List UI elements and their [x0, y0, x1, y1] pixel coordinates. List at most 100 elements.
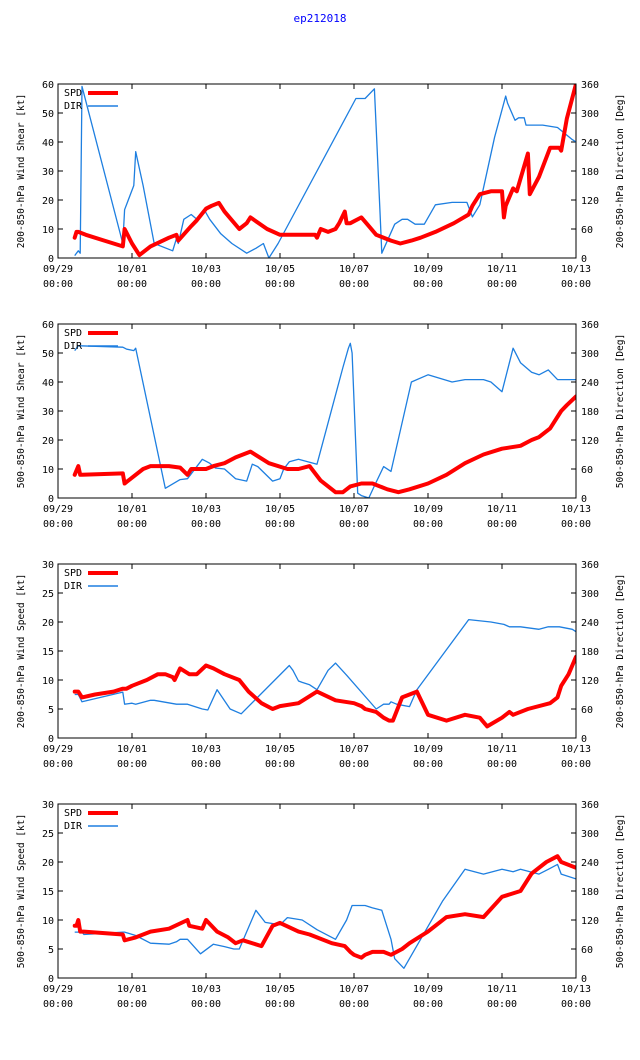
legend-label-dir: DIR [64, 101, 83, 112]
left-tick-label: 25 [42, 589, 54, 600]
plot-frame [57, 803, 577, 979]
right-tick-label: 120 [581, 436, 599, 447]
x-tick-label-date: 10/09 [413, 744, 443, 755]
y-axis-right-label: 200-850-hPa Direction [Deg] [615, 94, 626, 248]
x-tick-label-time: 00:00 [117, 519, 147, 530]
x-tick-label-time: 00:00 [413, 759, 443, 770]
x-tick-label-time: 00:00 [339, 759, 369, 770]
x-tick-label-time: 00:00 [43, 519, 73, 530]
left-tick-label: 5 [48, 705, 54, 716]
left-tick-label: 5 [48, 945, 54, 956]
y-axis-left-label: 500-850-hPa Wind Shear [kt] [16, 334, 27, 488]
right-tick-label: 60 [581, 465, 593, 476]
x-tick-label-date: 10/11 [487, 504, 517, 515]
x-tick-label-date: 10/01 [117, 264, 147, 275]
x-tick-label-time: 00:00 [339, 519, 369, 530]
left-tick-label: 60 [42, 80, 54, 91]
x-tick-label-date: 10/13 [561, 264, 591, 275]
x-tick-label-time: 00:00 [191, 519, 221, 530]
left-tick-label: 40 [42, 138, 54, 149]
legend-label-spd: SPD [64, 328, 82, 339]
left-tick-label: 0 [48, 254, 54, 265]
x-tick-label-time: 00:00 [487, 759, 517, 770]
x-tick-label-date: 10/11 [487, 264, 517, 275]
right-tick-label: 60 [581, 225, 593, 236]
dir-series-line [74, 618, 576, 715]
right-tick-label: 360 [581, 560, 599, 571]
left-tick-label: 30 [42, 167, 54, 178]
right-tick-label: 60 [581, 945, 593, 956]
right-tick-label: 120 [581, 196, 599, 207]
y-axis-right-label: 200-850-hPa Direction [Deg] [615, 574, 626, 728]
panel-2: 0 10 20 30 40 50 60 0 60 120 180 240 300 360 09/29 00:0… [16, 320, 626, 530]
right-tick-label: 180 [581, 407, 599, 418]
y-axis-left-label: 200-850-hPa Wind Speed [kt] [16, 574, 27, 728]
spd-series-line [72, 654, 576, 729]
x-tick-label-time: 00:00 [265, 759, 295, 770]
y-axis-left-label: 500-850-hPa Wind Speed [kt] [16, 814, 27, 968]
spd-series-line [72, 854, 576, 960]
left-tick-label: 20 [42, 858, 54, 869]
x-tick-label-time: 00:00 [191, 999, 221, 1010]
x-tick-label-date: 09/29 [43, 744, 73, 755]
x-tick-label-time: 00:00 [413, 999, 443, 1010]
right-tick-label: 0 [581, 974, 587, 985]
right-tick-label: 180 [581, 887, 599, 898]
right-tick-label: 0 [581, 254, 587, 265]
x-tick-label-time: 00:00 [413, 519, 443, 530]
x-tick-label-date: 10/09 [413, 264, 443, 275]
panel-1: 0 10 20 30 40 50 60 0 60 120 180 240 300 360 09/29 00:0… [16, 80, 626, 290]
x-tick-label-date: 10/07 [339, 504, 369, 515]
right-tick-label: 240 [581, 378, 599, 389]
x-tick-label-date: 10/05 [265, 504, 295, 515]
x-tick-label-date: 10/03 [191, 504, 221, 515]
x-tick-label-date: 10/09 [413, 984, 443, 995]
right-tick-label: 360 [581, 80, 599, 91]
x-tick-label-date: 10/11 [487, 984, 517, 995]
y-axis-left-label: 200-850-hPa Wind Shear [kt] [16, 94, 27, 248]
dir-series-line [74, 863, 576, 969]
x-tick-label-date: 10/09 [413, 504, 443, 515]
x-tick-label-date: 10/07 [339, 264, 369, 275]
left-tick-label: 15 [42, 647, 54, 658]
right-tick-label: 300 [581, 589, 599, 600]
right-tick-label: 180 [581, 647, 599, 658]
x-tick-label-time: 00:00 [487, 279, 517, 290]
x-tick-label-date: 10/13 [561, 744, 591, 755]
legend-label-spd: SPD [64, 88, 82, 99]
right-tick-label: 0 [581, 494, 587, 505]
x-tick-label-date: 10/05 [265, 984, 295, 995]
plot-frame [57, 83, 577, 259]
panel-4: 05101520253006012018024030036009/2900:00… [16, 800, 626, 1010]
right-tick-label: 240 [581, 858, 599, 869]
x-tick-label-date: 10/03 [191, 984, 221, 995]
left-tick-label: 0 [48, 494, 54, 505]
x-tick-label-time: 00:00 [117, 279, 147, 290]
left-tick-label: 20 [42, 196, 54, 207]
x-tick-label-time: 00:00 [117, 759, 147, 770]
x-tick-label-time: 00:00 [339, 279, 369, 290]
x-tick-label-date: 10/13 [561, 504, 591, 515]
x-tick-label-date: 10/05 [265, 264, 295, 275]
legend-label-dir: DIR [64, 821, 83, 832]
x-tick-label-time: 00:00 [265, 519, 295, 530]
x-tick-label-date: 10/01 [117, 504, 147, 515]
x-tick-label-date: 09/29 [43, 504, 73, 515]
left-tick-label: 25 [42, 829, 54, 840]
right-tick-label: 60 [581, 705, 593, 716]
right-tick-label: 240 [581, 618, 599, 629]
x-tick-label-date: 10/03 [191, 264, 221, 275]
x-tick-label-time: 00:00 [561, 999, 591, 1010]
right-tick-label: 120 [581, 916, 599, 927]
left-tick-label: 50 [42, 109, 54, 120]
x-tick-label-time: 00:00 [561, 759, 591, 770]
dir-series-line [74, 85, 576, 258]
chart-title: ep212018 [293, 12, 347, 25]
left-tick-label: 50 [42, 349, 54, 360]
x-tick-label-date: 09/29 [43, 264, 73, 275]
left-tick-label: 60 [42, 320, 54, 331]
left-tick-label: 0 [48, 974, 54, 985]
x-tick-label-date: 10/03 [191, 744, 221, 755]
left-tick-label: 10 [42, 465, 54, 476]
